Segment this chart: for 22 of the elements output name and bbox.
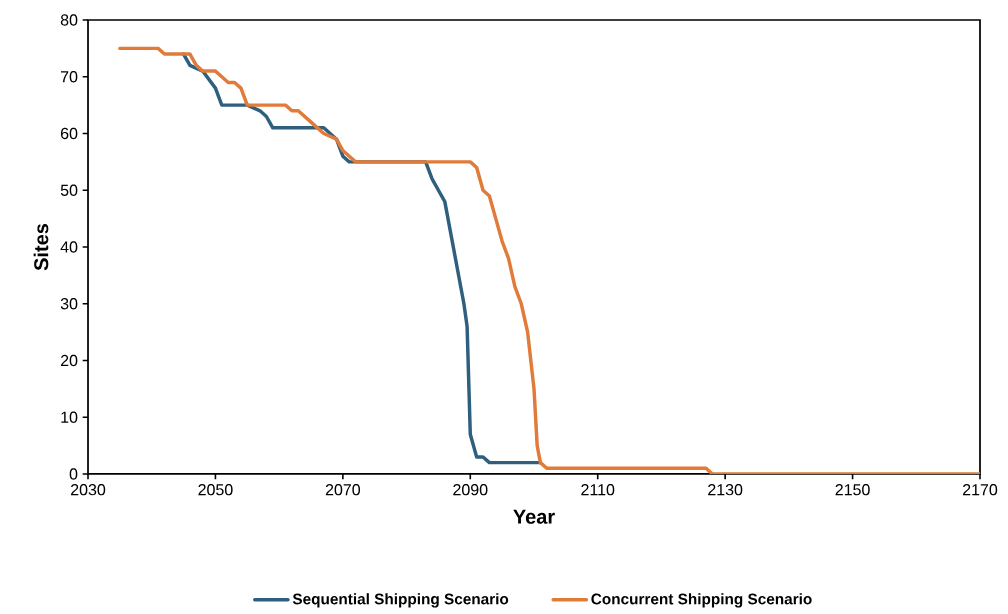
y-tick-label: 30 <box>60 298 78 310</box>
y-tick-label: 80 <box>60 14 78 26</box>
y-tick-label: 20 <box>60 354 78 367</box>
x-tick-label: 2150 <box>835 484 870 496</box>
x-tick-label: 2110 <box>581 484 615 496</box>
legend-label: Sequential Shipping Scenario <box>292 593 509 608</box>
y-tick-label: 10 <box>61 411 78 423</box>
y-tick-label: 60 <box>60 127 78 140</box>
x-tick-label: 2090 <box>453 484 488 496</box>
y-tick-label: 0 <box>69 468 78 480</box>
y-tick-label: 70 <box>60 71 78 83</box>
x-tick-label: 2170 <box>962 484 998 496</box>
x-tick-label: 2130 <box>708 484 743 496</box>
x-tick-label: 2030 <box>71 484 106 496</box>
y-tick-label: 50 <box>60 184 78 196</box>
y-tick-label: 40 <box>60 241 78 253</box>
x-tick-label: 2070 <box>325 484 361 496</box>
line-series <box>118 46 980 474</box>
x-tick-label: 2050 <box>198 484 233 496</box>
x-axis-title: Year <box>513 509 555 524</box>
y-axis-title: Sites <box>33 223 49 271</box>
legend-label: Concurrent Shipping Scenario <box>591 593 812 608</box>
